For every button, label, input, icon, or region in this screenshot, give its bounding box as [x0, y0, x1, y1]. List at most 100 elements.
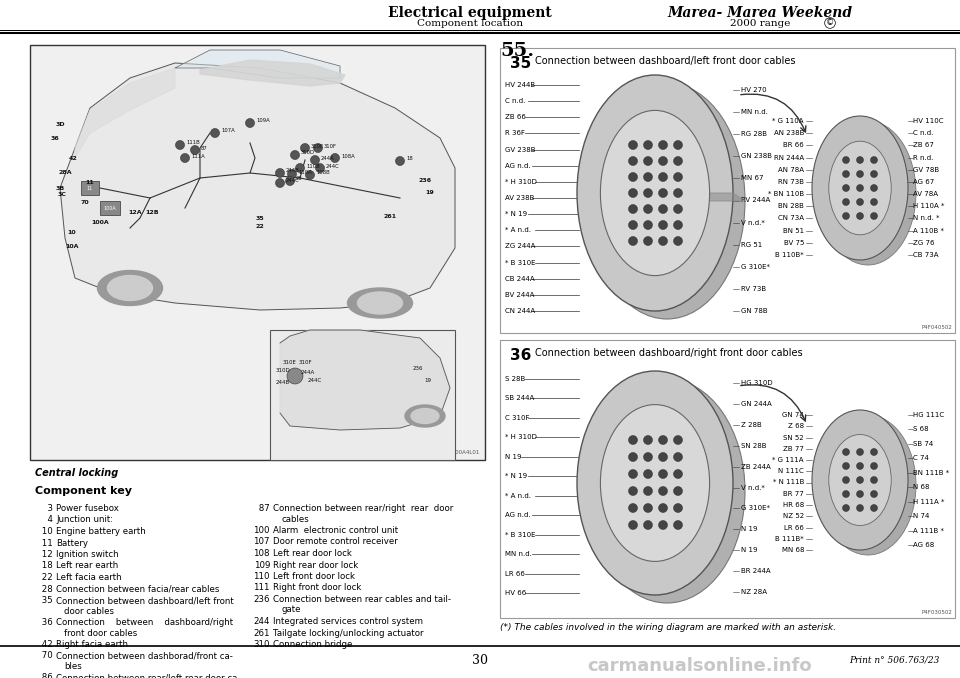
- Text: BN 111B *: BN 111B *: [913, 470, 949, 476]
- Text: 244B: 244B: [276, 380, 290, 386]
- Text: Z 68: Z 68: [788, 423, 804, 429]
- Circle shape: [291, 151, 300, 159]
- Text: Ignition switch: Ignition switch: [56, 550, 119, 559]
- Text: Marea- Marea Weekend: Marea- Marea Weekend: [667, 6, 852, 20]
- Circle shape: [871, 199, 877, 205]
- Text: 10: 10: [68, 231, 76, 235]
- Text: N 19: N 19: [741, 526, 757, 532]
- Text: 310D: 310D: [276, 369, 290, 374]
- Text: H 110A *: H 110A *: [913, 203, 945, 210]
- Text: 19: 19: [424, 378, 431, 382]
- Circle shape: [843, 157, 850, 163]
- Text: R n.d.: R n.d.: [913, 155, 933, 161]
- Text: Connection between dashboard/left front: Connection between dashboard/left front: [56, 596, 233, 605]
- Ellipse shape: [812, 116, 908, 260]
- Text: ©: ©: [826, 18, 834, 28]
- Text: 108B: 108B: [316, 170, 329, 176]
- Text: A 111B *: A 111B *: [913, 527, 944, 534]
- Circle shape: [674, 205, 683, 214]
- Circle shape: [856, 199, 863, 205]
- Polygon shape: [175, 50, 340, 78]
- Text: B 110B*: B 110B*: [776, 252, 804, 258]
- Circle shape: [629, 188, 637, 197]
- Text: 244C: 244C: [326, 163, 340, 169]
- Text: 108A: 108A: [341, 153, 355, 159]
- Text: GN 74: GN 74: [782, 412, 804, 418]
- Text: ZG 76: ZG 76: [913, 240, 934, 246]
- Text: S 28B: S 28B: [505, 376, 525, 382]
- Text: ZB 77: ZB 77: [783, 445, 804, 452]
- Polygon shape: [280, 330, 450, 430]
- Text: N 111C: N 111C: [779, 468, 804, 474]
- Text: 244C: 244C: [286, 178, 300, 184]
- Text: front door cables: front door cables: [64, 629, 137, 637]
- Circle shape: [659, 140, 667, 150]
- Text: N 68: N 68: [913, 484, 929, 490]
- Circle shape: [674, 487, 683, 496]
- Text: Right rear door lock: Right rear door lock: [273, 561, 358, 570]
- Bar: [270, 330, 455, 460]
- Text: 12B: 12B: [145, 210, 158, 214]
- Circle shape: [871, 477, 877, 483]
- Circle shape: [659, 452, 667, 462]
- Text: 100: 100: [253, 526, 270, 535]
- Bar: [81, 181, 99, 195]
- Circle shape: [659, 521, 667, 530]
- Text: Connection between dashboard/left front door cables: Connection between dashboard/left front …: [535, 56, 796, 66]
- Text: 87: 87: [256, 504, 270, 513]
- Polygon shape: [655, 193, 745, 201]
- Text: GN 244A: GN 244A: [741, 401, 772, 407]
- Ellipse shape: [577, 371, 733, 595]
- Text: GN 78B: GN 78B: [741, 308, 768, 314]
- Text: 35: 35: [510, 56, 531, 71]
- Circle shape: [659, 469, 667, 479]
- Ellipse shape: [589, 83, 745, 319]
- Text: ZG 244A: ZG 244A: [505, 243, 536, 250]
- Circle shape: [629, 172, 637, 182]
- Text: RN 73B: RN 73B: [778, 179, 804, 185]
- Circle shape: [643, 469, 653, 479]
- Circle shape: [629, 140, 637, 150]
- Circle shape: [659, 157, 667, 165]
- Text: 261: 261: [383, 214, 396, 218]
- Circle shape: [674, 188, 683, 197]
- Circle shape: [643, 172, 653, 182]
- Text: Connection between dashboard/right front door cables: Connection between dashboard/right front…: [535, 348, 803, 358]
- Circle shape: [659, 205, 667, 214]
- Circle shape: [276, 178, 284, 188]
- Circle shape: [871, 449, 877, 456]
- Text: SB 244A: SB 244A: [505, 395, 535, 401]
- Text: CB 244A: CB 244A: [505, 276, 535, 282]
- Text: AG n.d.: AG n.d.: [505, 512, 531, 518]
- Circle shape: [871, 462, 877, 469]
- Text: 100A: 100A: [104, 205, 116, 210]
- Text: AV 238B: AV 238B: [505, 195, 535, 201]
- Circle shape: [659, 188, 667, 197]
- Text: * H 310D: * H 310D: [505, 435, 537, 441]
- Circle shape: [843, 462, 850, 469]
- Circle shape: [287, 368, 303, 384]
- Circle shape: [287, 170, 297, 178]
- Text: Left facia earth: Left facia earth: [56, 573, 122, 582]
- Text: 244C: 244C: [308, 378, 323, 384]
- Text: door cables: door cables: [64, 607, 114, 616]
- Text: AG 68: AG 68: [913, 542, 934, 548]
- Text: S 68: S 68: [913, 426, 928, 433]
- Text: HV 270: HV 270: [741, 87, 767, 93]
- Text: BN 28B: BN 28B: [779, 203, 804, 210]
- Text: 70: 70: [81, 199, 89, 205]
- Text: SB 74: SB 74: [913, 441, 933, 447]
- Text: 110B: 110B: [306, 163, 320, 169]
- Text: * G 110A: * G 110A: [773, 118, 804, 124]
- Circle shape: [629, 452, 637, 462]
- Text: * B 310E: * B 310E: [505, 260, 536, 266]
- Text: A 110B *: A 110B *: [913, 228, 944, 234]
- Circle shape: [871, 170, 877, 178]
- Text: Left rear door lock: Left rear door lock: [273, 549, 352, 558]
- Text: 310E: 310E: [283, 361, 297, 365]
- Ellipse shape: [577, 75, 733, 311]
- Text: C n.d.: C n.d.: [913, 130, 933, 136]
- Text: BR 77: BR 77: [783, 491, 804, 497]
- Circle shape: [643, 220, 653, 229]
- Circle shape: [674, 504, 683, 513]
